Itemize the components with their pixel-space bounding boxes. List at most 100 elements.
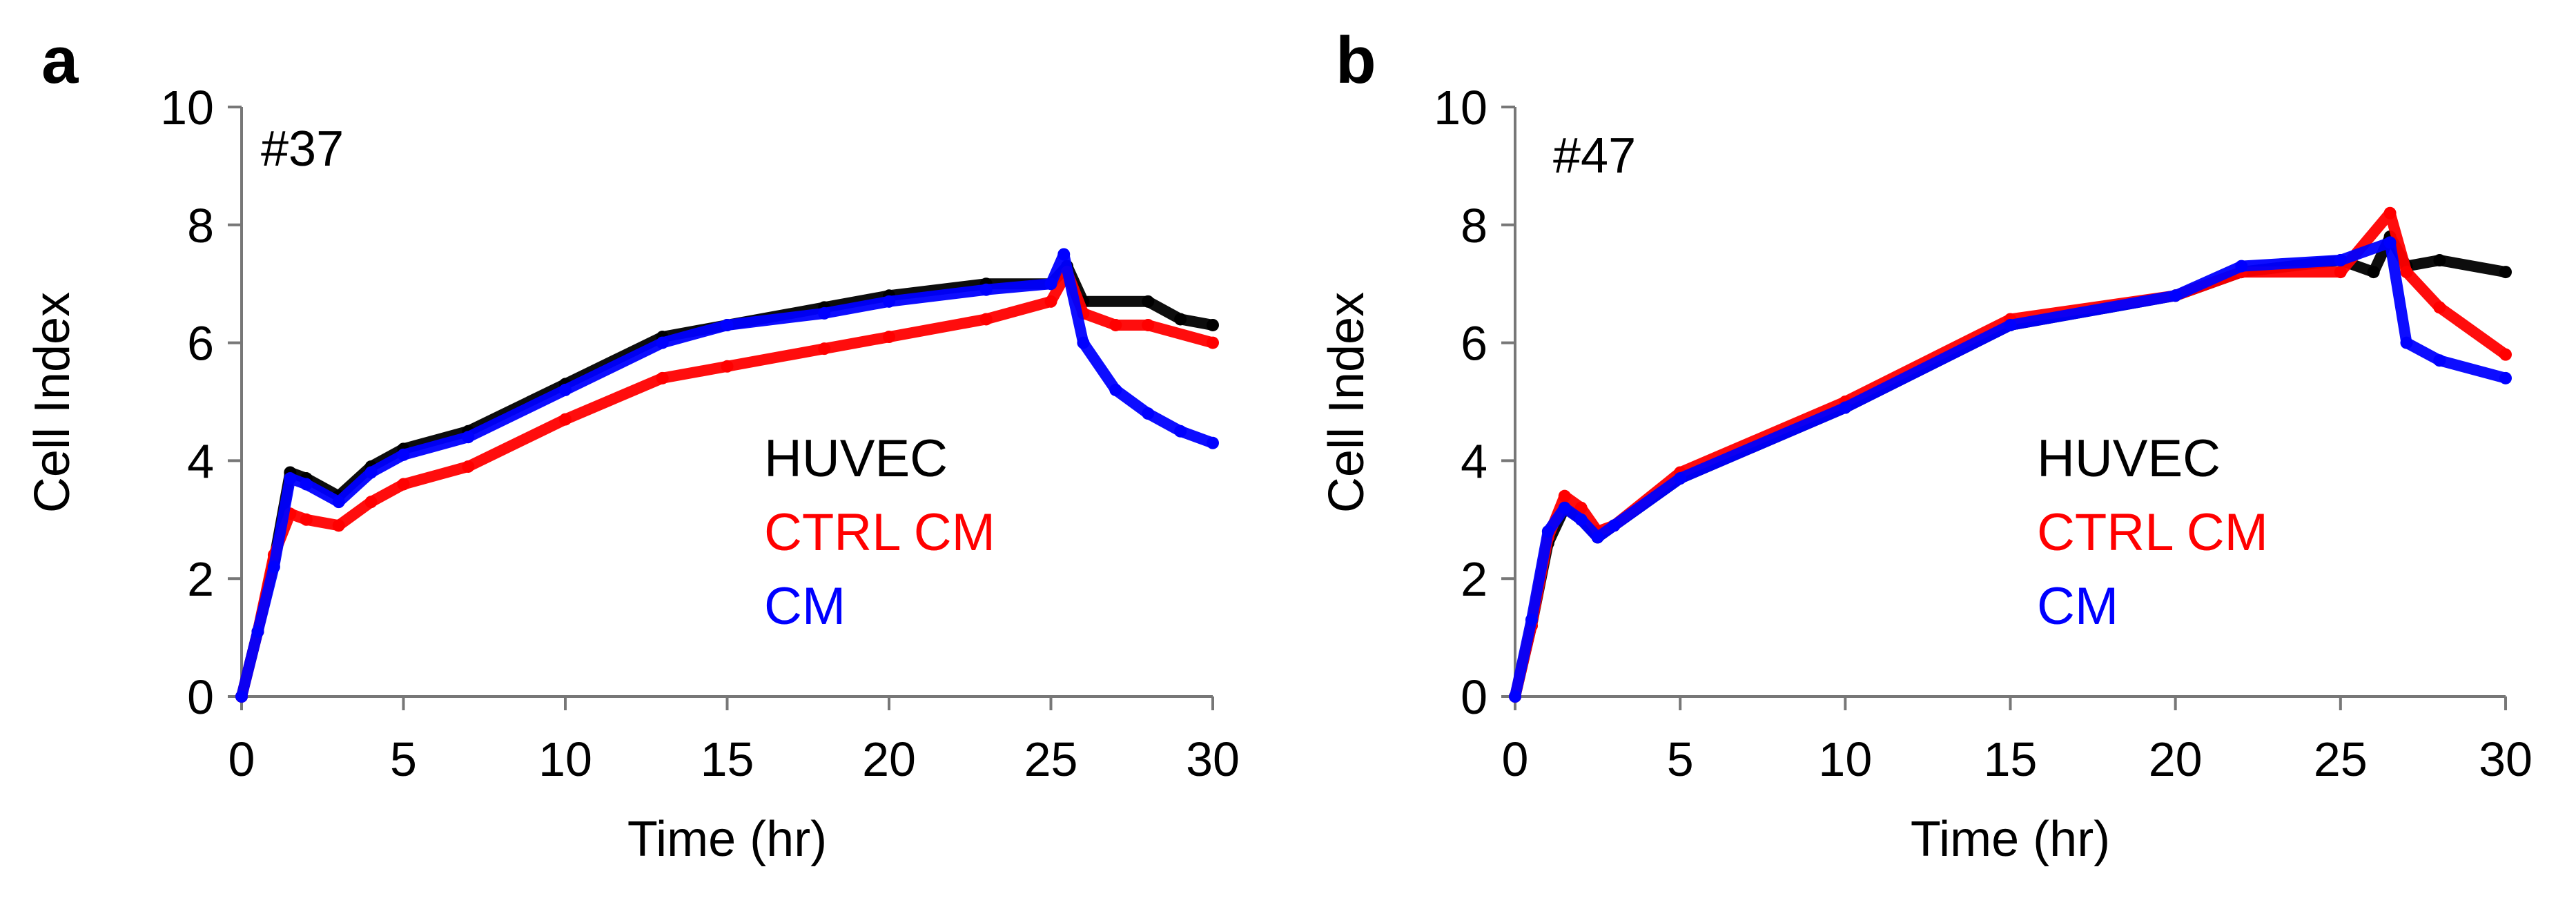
data-point [1044, 295, 1057, 308]
x-axis-title: Time (hr) [1911, 812, 2110, 867]
series-line-ctrl-cm [1510, 207, 2511, 702]
panel-b-chart: 0 2 4 6 8 10 0 5 10 15 20 25 30 Time (hr) Cell Index b #… [1319, 23, 2533, 867]
data-point [1574, 513, 1588, 526]
x-tick-label: 25 [1024, 732, 1078, 786]
data-point [1674, 472, 1687, 485]
data-point [2499, 266, 2512, 279]
data-point [2169, 289, 2182, 302]
series-line-ctrl-cm [236, 266, 1218, 702]
data-point [2383, 236, 2397, 249]
legend-entry: CTRL CM [2037, 503, 2268, 562]
x-tick-label: 0 [228, 732, 255, 786]
data-point [2433, 301, 2446, 314]
data-point [1509, 690, 1521, 703]
panel-label: a [41, 23, 79, 97]
data-point [1558, 489, 1571, 503]
y-axis-title: Cell Index [1319, 292, 1374, 513]
sample-annotation: #37 [261, 121, 344, 177]
data-point [2383, 206, 2397, 220]
data-point [883, 295, 895, 308]
x-tick-label: 30 [2479, 732, 2533, 786]
data-point [2499, 348, 2512, 361]
y-tick-label: 10 [160, 81, 214, 135]
x-tick-label: 15 [701, 732, 754, 786]
data-point [1207, 336, 1219, 349]
data-point [397, 478, 410, 491]
x-tick-label: 10 [538, 732, 592, 786]
y-tick-label: 8 [187, 199, 214, 253]
data-point [2400, 336, 2413, 349]
data-point [2235, 260, 2248, 273]
y-tick-label: 4 [187, 434, 214, 488]
data-point [267, 560, 280, 574]
series-line-cm [1510, 237, 2511, 702]
data-point [332, 496, 345, 509]
data-point [1541, 525, 1554, 538]
y-tick-label: 0 [187, 670, 214, 724]
legend-entry: HUVEC [2037, 429, 2221, 488]
series-line-huvec [1510, 231, 2511, 702]
data-point [818, 342, 831, 355]
x-axis-title: Time (hr) [627, 812, 827, 867]
y-tick-label: 6 [187, 317, 214, 371]
y-tick-label: 2 [1461, 552, 1487, 606]
y-tick-label: 4 [1461, 434, 1487, 488]
data-point [1142, 295, 1155, 308]
data-point [559, 383, 572, 396]
x-tick-label: 0 [1502, 732, 1529, 786]
data-point [1174, 425, 1187, 438]
data-point [818, 306, 831, 320]
data-point [721, 318, 734, 331]
data-point [462, 431, 475, 444]
y-axis-title: Cell Index [25, 292, 80, 513]
data-point [1608, 519, 1621, 532]
data-point [656, 371, 669, 384]
data-point [235, 690, 248, 703]
panel-a-chart: 0 2 4 6 8 10 0 5 10 15 20 25 30 Time (hr) Cell Index a #… [25, 23, 1240, 867]
data-point [1839, 401, 1852, 414]
x-tick-label: 30 [1186, 732, 1240, 786]
data-point [1109, 318, 1122, 331]
data-point [1142, 318, 1155, 331]
data-point [1174, 313, 1187, 326]
data-point [883, 331, 895, 344]
x-tick-label: 20 [862, 732, 916, 786]
data-point [2499, 371, 2512, 384]
data-point [300, 513, 313, 526]
x-tick-label: 20 [2149, 732, 2203, 786]
data-point [2433, 354, 2446, 367]
y-tick-label: 6 [1461, 317, 1487, 371]
x-tick-label: 5 [390, 732, 417, 786]
series-line-cm [236, 248, 1218, 702]
data-point [1207, 436, 1219, 449]
legend-entry: CM [764, 577, 846, 636]
data-point [1558, 501, 1571, 514]
x-tick-label: 15 [1984, 732, 2038, 786]
y-tick-label: 0 [1461, 670, 1487, 724]
x-tick-label: 10 [1818, 732, 1872, 786]
data-point [1591, 531, 1604, 544]
sample-annotation: #47 [1553, 128, 1636, 184]
legend-entry: CM [2037, 577, 2118, 636]
data-point [2433, 254, 2446, 267]
data-point [364, 496, 378, 509]
panel-label: b [1336, 23, 1376, 97]
data-point [1142, 407, 1155, 420]
data-point [2400, 266, 2413, 279]
y-tick-label: 8 [1461, 199, 1487, 253]
data-point [1077, 336, 1090, 349]
x-tick-label: 5 [1667, 732, 1694, 786]
data-point [1057, 248, 1071, 261]
data-point [397, 448, 410, 461]
y-tick-label: 2 [187, 552, 214, 606]
data-point [2334, 266, 2347, 279]
data-point [300, 478, 313, 491]
data-point [979, 313, 993, 326]
data-point [1044, 277, 1057, 291]
y-tick-label: 10 [1434, 81, 1487, 135]
data-point [559, 413, 572, 426]
data-point [979, 283, 993, 296]
data-point [1207, 318, 1219, 331]
legend-entry: HUVEC [764, 429, 948, 488]
